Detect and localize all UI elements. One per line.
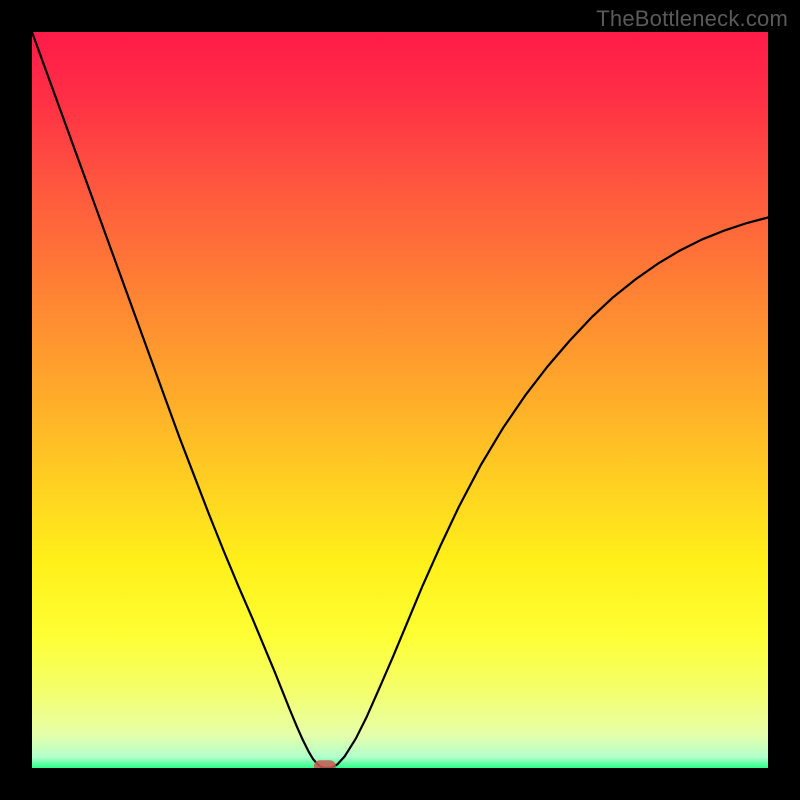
gradient-background (32, 32, 768, 768)
chart-frame: TheBottleneck.com (0, 0, 800, 800)
plot-area (32, 32, 768, 768)
watermark-text: TheBottleneck.com (596, 6, 788, 32)
